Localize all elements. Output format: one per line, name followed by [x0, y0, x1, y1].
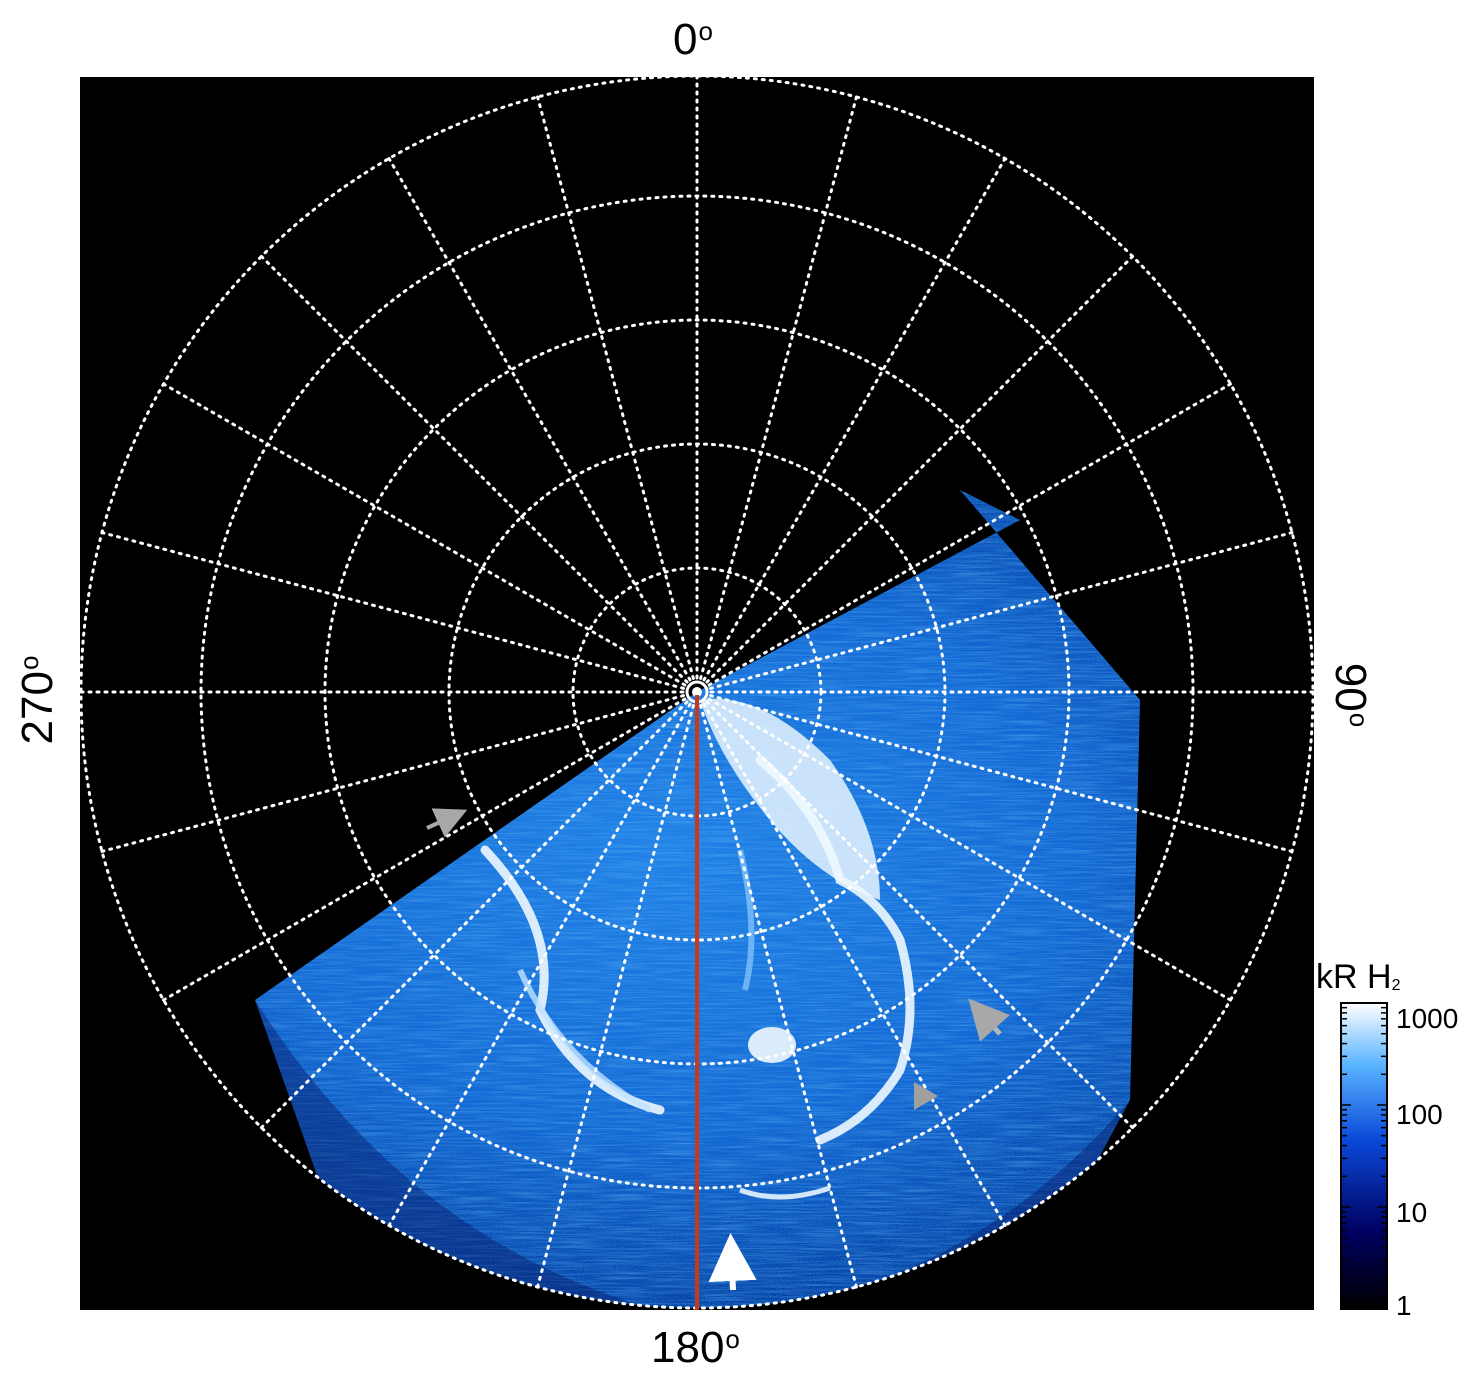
longitude-label-right: 90o — [1326, 662, 1375, 728]
colorbar — [1340, 1002, 1388, 1310]
equatorward-arc — [739, 1185, 831, 1200]
gray-arrow-left — [426, 808, 468, 838]
colorbar-tick-label: 1000 — [1396, 1003, 1459, 1034]
colorbar-tick-label: 10 — [1396, 1197, 1428, 1228]
white-arrow-bottom — [708, 1233, 757, 1291]
longitude-label-top: 0o — [673, 15, 713, 64]
longitude-label-left: 270o — [13, 655, 62, 745]
colorbar-tick-label: 100 — [1396, 1099, 1443, 1130]
colorbar-tick-label: 1 — [1396, 1290, 1412, 1321]
colorbar-unit-label: kR H2 — [1316, 958, 1401, 996]
gray-arrow-right — [968, 998, 1010, 1042]
gray-triangle-marker — [914, 1082, 938, 1110]
colorbar-minor-ticks — [1341, 1006, 1387, 1310]
longitude-label-bottom: 180o — [651, 1323, 740, 1372]
